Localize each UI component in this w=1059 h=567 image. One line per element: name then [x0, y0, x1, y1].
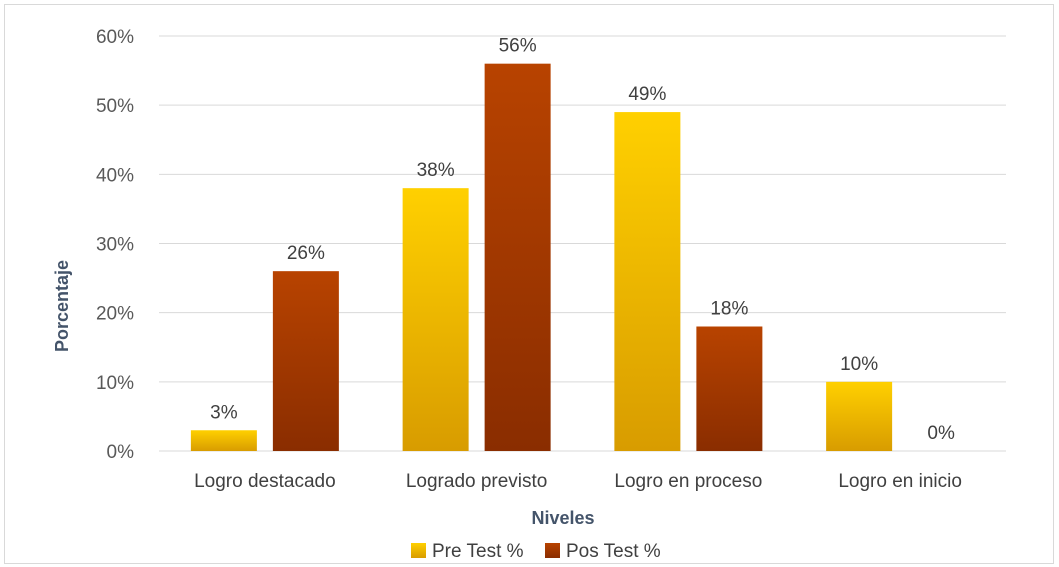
x-axis-title: Niveles — [531, 508, 594, 528]
legend-swatch — [545, 543, 560, 558]
bars — [190, 63, 893, 452]
legend-swatch — [411, 543, 426, 558]
data-label: 49% — [628, 84, 666, 105]
x-category-label: Logrado previsto — [406, 471, 548, 492]
bar-pos-test — [696, 326, 763, 451]
x-category-label: Logro en inicio — [838, 471, 962, 492]
y-axis-title: Porcentaje — [52, 260, 72, 352]
legend-label: Pos Test % — [566, 541, 661, 562]
data-label: 56% — [499, 36, 537, 57]
data-label: 38% — [417, 160, 455, 181]
legend-label: Pre Test % — [432, 541, 524, 562]
y-tick-label: 20% — [96, 304, 134, 325]
y-tick-label: 40% — [96, 165, 134, 186]
data-label: 18% — [710, 299, 748, 320]
y-tick-label: 0% — [107, 442, 135, 463]
data-label: 10% — [840, 354, 878, 375]
y-axis-ticks: 0% 10% 20% 30% 40% 50% 60% — [96, 27, 134, 463]
data-label: 26% — [287, 243, 325, 264]
x-axis-categories: Logro destacado Logrado previsto Logro en … — [194, 471, 962, 492]
bar-pos-test — [272, 271, 339, 451]
chart-frame — [4, 4, 1054, 564]
y-tick-label: 30% — [96, 235, 134, 256]
bar-pre-test — [826, 381, 893, 451]
x-category-label: Logro destacado — [194, 471, 336, 492]
y-tick-label: 50% — [96, 96, 134, 117]
data-label: 3% — [210, 402, 238, 423]
x-category-label: Logro en proceso — [614, 471, 762, 492]
data-label: 0% — [927, 423, 955, 444]
bar-pos-test — [484, 63, 551, 452]
bar-pre-test — [614, 112, 681, 451]
y-tick-label: 60% — [96, 27, 134, 48]
y-tick-label: 10% — [96, 373, 134, 394]
bar-pre-test — [190, 430, 257, 451]
data-labels: 3% 26% 38% 56% 49% 18% 10% 0% — [210, 36, 955, 444]
legend: Pre Test % Pos Test % — [411, 541, 661, 562]
bar-pre-test — [402, 188, 469, 451]
